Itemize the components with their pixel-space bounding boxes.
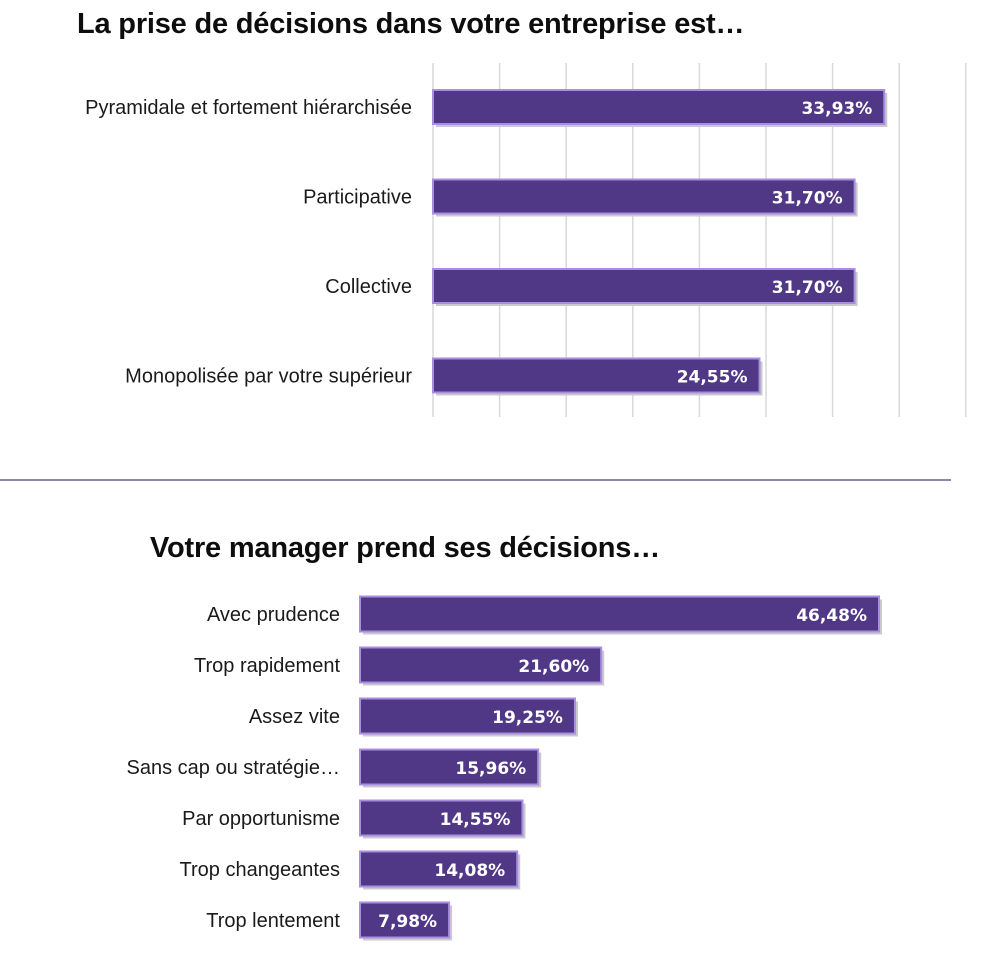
chart-2-category-label: Par opportunisme [182, 808, 340, 830]
chart-1-bar [432, 268, 856, 304]
chart-2-bar [359, 799, 524, 837]
chart-2-value-label: 46,48% [796, 606, 867, 626]
chart-1-bar [432, 178, 856, 215]
chart-2-category-label: Avec prudence [207, 604, 340, 626]
chart-2-bar [359, 748, 540, 786]
chart-2-bar [359, 697, 576, 735]
chart-1-bars: Pyramidale et fortement hiérarchisée 33,9… [85, 89, 888, 396]
chart-2-value-label: 15,96% [455, 759, 526, 779]
chart-1-title: La prise de décisions dans votre entrepr… [77, 8, 745, 40]
chart-1-value-label: 33,93% [801, 99, 872, 119]
chart-2-bar [359, 646, 603, 684]
chart-1-category-label: Monopolisée par votre supérieur [125, 366, 412, 388]
chart-2-bars: Avec prudence 46,48% Trop rapidement 21,60%… [127, 595, 882, 941]
chart-1-category-label: Participative [303, 187, 412, 209]
chart-2-category-label: Trop lentement [206, 910, 340, 932]
chart-2-bar [359, 850, 519, 888]
chart-2-value-label: 7,98% [378, 912, 437, 932]
chart-2-category-label: Trop rapidement [194, 655, 340, 677]
chart-1-category-label: Collective [325, 276, 412, 298]
chart-1-value-label: 31,70% [772, 278, 843, 298]
chart-2-category-label: Sans cap ou stratégie… [127, 757, 340, 779]
chart-2-bar [359, 595, 880, 633]
chart-1-bar [432, 89, 886, 125]
chart-2-value-label: 21,60% [518, 657, 589, 677]
chart-1-bar [432, 357, 761, 394]
chart-2-bar [359, 901, 451, 939]
chart-2-value-label: 19,25% [492, 708, 563, 728]
chart-1-category-label: Pyramidale et fortement hiérarchisée [85, 97, 412, 119]
chart-2-title: Votre manager prend ses décisions… [150, 532, 661, 564]
chart-2-value-label: 14,08% [434, 861, 505, 881]
chart-2-category-label: Trop changeantes [180, 859, 340, 881]
chart-1-value-label: 31,70% [772, 189, 843, 209]
chart-2-category-label: Assez vite [249, 706, 340, 728]
chart-2-value-label: 14,55% [440, 810, 511, 830]
chart-1-value-label: 24,55% [677, 368, 748, 388]
